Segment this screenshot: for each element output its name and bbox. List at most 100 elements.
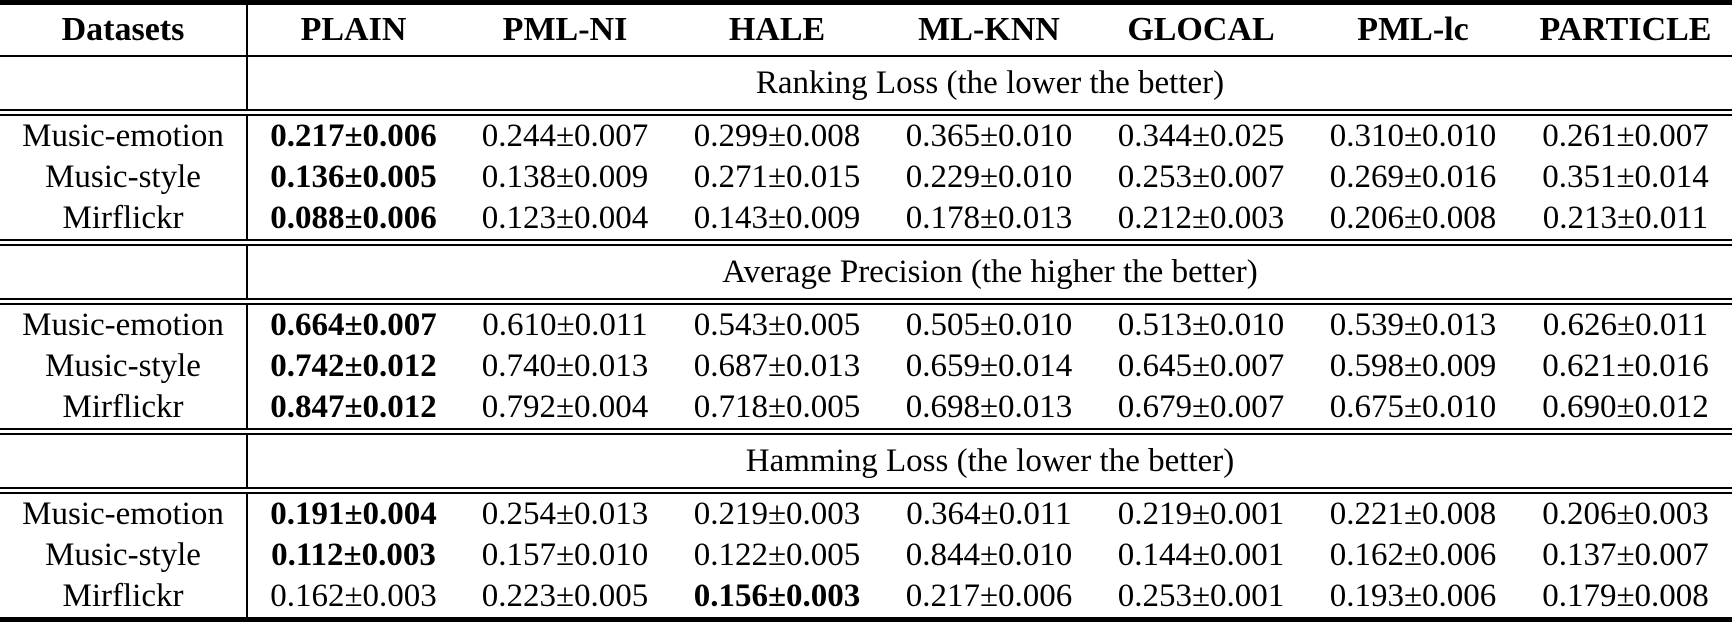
result-cell: 0.206±0.008 xyxy=(1329,200,1497,236)
result-cell: 0.344±0.025 xyxy=(1117,118,1285,154)
result-cell: 0.364±0.011 xyxy=(906,496,1072,532)
section-title: Hamming Loss (the lower the better) xyxy=(745,442,1235,479)
result-cell: 0.156±0.003 xyxy=(693,578,861,614)
result-cell: 0.217±0.006 xyxy=(270,118,437,154)
result-cell: 0.365±0.010 xyxy=(905,118,1073,154)
result-cell: 0.505±0.010 xyxy=(905,307,1073,343)
table-row: Music-style 0.136±0.005 0.138±0.009 0.271±0… xyxy=(0,157,1732,198)
result-cell: 0.191±0.004 xyxy=(270,496,437,532)
dataset-label: Mirflickr xyxy=(0,387,248,432)
header-row: Datasets PLAIN PML-NI HALE ML-KNN GLOCAL PML-… xyxy=(0,2,1732,56)
column-header-datasets: Datasets xyxy=(0,2,248,56)
result-cell: 0.645±0.007 xyxy=(1117,348,1285,384)
result-cell: 0.254±0.013 xyxy=(481,496,649,532)
section-title: Average Precision (the higher the better… xyxy=(722,253,1258,290)
result-cell: 0.742±0.012 xyxy=(270,348,437,384)
result-cell: 0.088±0.006 xyxy=(270,200,437,236)
result-cell: 0.718±0.005 xyxy=(693,389,861,425)
result-cell: 0.212±0.003 xyxy=(1117,200,1285,236)
section-band-row: Ranking Loss (the lower the better) xyxy=(0,56,1732,113)
result-cell: 0.112±0.003 xyxy=(271,537,436,573)
result-cell: 0.213±0.011 xyxy=(1542,200,1709,236)
result-cell: 0.178±0.013 xyxy=(905,200,1073,236)
table-row: Music-emotion 0.217±0.006 0.244±0.007 0.299… xyxy=(0,112,1732,157)
table-row: Music-emotion 0.191±0.004 0.254±0.013 0.219… xyxy=(0,490,1732,535)
section-band-row: Hamming Loss (the lower the better) xyxy=(0,431,1732,491)
table-row: Mirflickr 0.162±0.003 0.223±0.005 0.156±0.0… xyxy=(0,576,1732,620)
result-cell: 0.143±0.009 xyxy=(693,200,861,236)
dataset-label: Music-style xyxy=(0,157,248,198)
result-cell: 0.136±0.005 xyxy=(270,159,437,195)
result-cell: 0.162±0.003 xyxy=(270,578,437,614)
dataset-label: Music-style xyxy=(0,346,248,387)
result-cell: 0.664±0.007 xyxy=(270,307,437,343)
table-row: Music-style 0.742±0.012 0.740±0.013 0.687±0… xyxy=(0,346,1732,387)
result-cell: 0.123±0.004 xyxy=(481,200,649,236)
table-body: Ranking Loss (the lower the better) Music… xyxy=(0,56,1732,620)
result-cell: 0.847±0.012 xyxy=(270,389,437,425)
table-row: Music-style 0.112±0.003 0.157±0.010 0.122±0… xyxy=(0,535,1732,576)
column-header-method: PLAIN xyxy=(300,11,407,48)
result-cell: 0.244±0.007 xyxy=(481,118,649,154)
result-cell: 0.299±0.008 xyxy=(693,118,861,154)
result-cell: 0.792±0.004 xyxy=(481,389,649,425)
result-cell: 0.261±0.007 xyxy=(1542,118,1709,154)
section-band-row: Average Precision (the higher the better… xyxy=(0,242,1732,302)
dataset-label: Music-style xyxy=(0,535,248,576)
result-cell: 0.621±0.016 xyxy=(1542,348,1709,384)
result-cell: 0.138±0.009 xyxy=(481,159,649,195)
result-cell: 0.598±0.009 xyxy=(1329,348,1497,384)
result-cell: 0.223±0.005 xyxy=(481,578,649,614)
dataset-label: Music-emotion xyxy=(0,112,248,157)
result-cell: 0.690±0.012 xyxy=(1542,389,1709,425)
result-cell: 0.219±0.001 xyxy=(1117,496,1285,532)
result-cell: 0.144±0.001 xyxy=(1117,537,1285,573)
result-cell: 0.271±0.015 xyxy=(693,159,861,195)
column-header-method: PARTICLE xyxy=(1539,11,1712,48)
result-cell: 0.162±0.006 xyxy=(1329,537,1497,573)
result-cell: 0.137±0.007 xyxy=(1542,537,1709,573)
result-cell: 0.269±0.016 xyxy=(1329,159,1497,195)
table-row: Mirflickr 0.088±0.006 0.123±0.004 0.143±0.0… xyxy=(0,198,1732,243)
column-header-method: PML-lc xyxy=(1357,11,1469,48)
result-cell: 0.687±0.013 xyxy=(693,348,861,384)
result-cell: 0.610±0.011 xyxy=(482,307,648,343)
result-cell: 0.659±0.014 xyxy=(905,348,1073,384)
result-cell: 0.157±0.010 xyxy=(481,537,649,573)
result-cell: 0.193±0.006 xyxy=(1329,578,1497,614)
result-cell: 0.740±0.013 xyxy=(481,348,649,384)
result-cell: 0.221±0.008 xyxy=(1329,496,1497,532)
column-header-method: ML-KNN xyxy=(918,11,1060,48)
result-cell: 0.219±0.003 xyxy=(693,496,861,532)
result-cell: 0.122±0.005 xyxy=(693,537,861,573)
column-header-method: GLOCAL xyxy=(1127,11,1275,48)
result-cell: 0.217±0.006 xyxy=(905,578,1073,614)
table-row: Mirflickr 0.847±0.012 0.792±0.004 0.718±0.0… xyxy=(0,387,1732,432)
dataset-label: Music-emotion xyxy=(0,301,248,346)
result-cell: 0.513±0.010 xyxy=(1117,307,1285,343)
dataset-label: Mirflickr xyxy=(0,198,248,243)
dataset-label: Music-emotion xyxy=(0,490,248,535)
result-cell: 0.698±0.013 xyxy=(905,389,1073,425)
result-cell: 0.539±0.013 xyxy=(1329,307,1497,343)
section-title: Ranking Loss (the lower the better) xyxy=(755,64,1225,101)
section-band-empty-cell xyxy=(0,242,248,302)
result-cell: 0.229±0.010 xyxy=(905,159,1073,195)
result-cell: 0.675±0.010 xyxy=(1329,389,1497,425)
column-header-method: PML-NI xyxy=(502,11,628,48)
result-cell: 0.253±0.001 xyxy=(1117,578,1285,614)
result-cell: 0.206±0.003 xyxy=(1542,496,1709,532)
section-band-empty-cell xyxy=(0,431,248,491)
dataset-label: Mirflickr xyxy=(0,576,248,620)
result-cell: 0.626±0.011 xyxy=(1542,307,1709,343)
table-row: Music-emotion 0.664±0.007 0.610±0.011 0.543… xyxy=(0,301,1732,346)
result-cell: 0.351±0.014 xyxy=(1542,159,1709,195)
result-cell: 0.179±0.008 xyxy=(1542,578,1709,614)
result-cell: 0.844±0.010 xyxy=(905,537,1073,573)
result-cell: 0.543±0.005 xyxy=(693,307,861,343)
column-header-method: HALE xyxy=(728,11,826,48)
section-band-empty-cell xyxy=(0,56,248,113)
result-cell: 0.679±0.007 xyxy=(1117,389,1285,425)
result-cell: 0.253±0.007 xyxy=(1117,159,1285,195)
